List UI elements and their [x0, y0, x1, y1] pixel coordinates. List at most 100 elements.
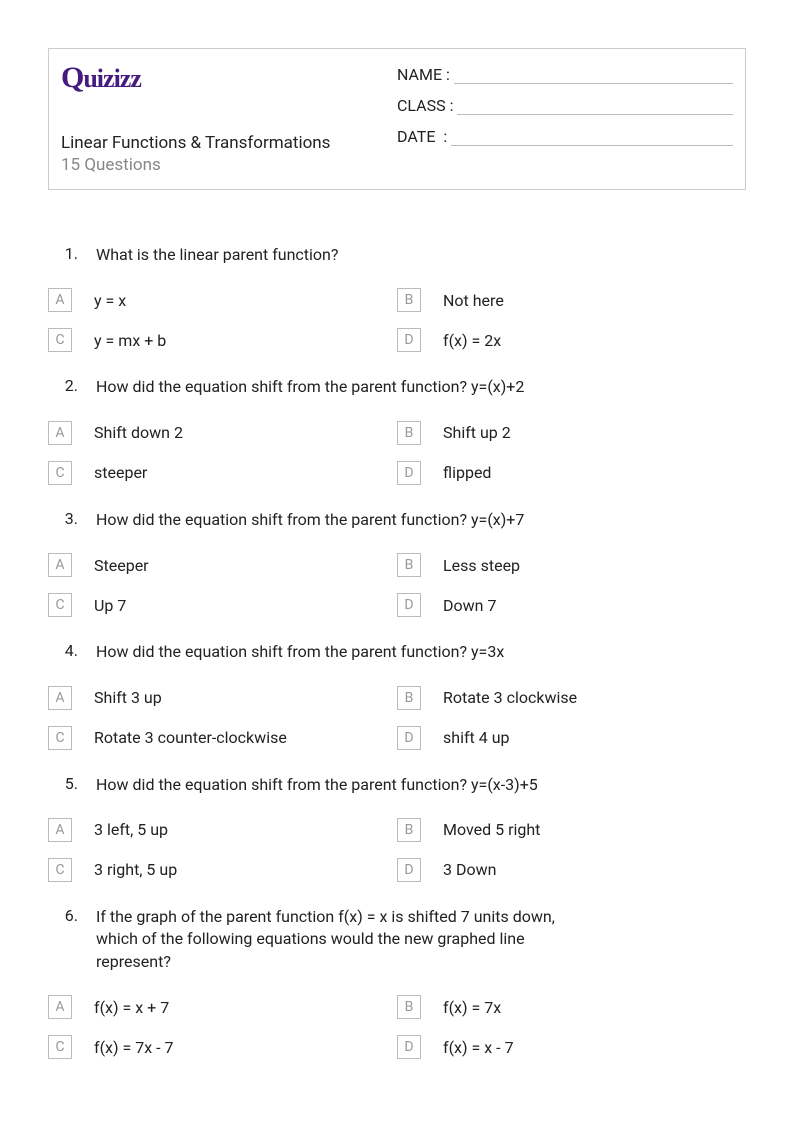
- answers: A Shift 3 up BRotate 3 clockwise C Rotate …: [48, 686, 746, 750]
- quiz-title: Linear Functions & Transformations: [61, 133, 397, 153]
- question-3: 3. How did the equation shift from the p…: [48, 509, 746, 617]
- answer-c[interactable]: C Up 7: [48, 593, 397, 617]
- answer-c[interactable]: C Rotate 3 counter-clockwise: [48, 726, 397, 750]
- class-label: CLASS :: [397, 96, 453, 115]
- answer-box: D: [397, 328, 421, 352]
- answer-box: B: [397, 686, 421, 710]
- answer-b[interactable]: BShift up 2: [397, 421, 746, 445]
- question-4: 4. How did the equation shift from the p…: [48, 641, 746, 749]
- question-row: 3. How did the equation shift from the p…: [48, 509, 746, 531]
- answer-box: B: [397, 995, 421, 1019]
- answer-box: C: [48, 328, 72, 352]
- header-box: Quizizz Linear Functions & Transformatio…: [48, 48, 746, 190]
- header-right: NAME : CLASS : DATE :: [397, 61, 733, 175]
- logo-text: uizizz: [83, 64, 141, 93]
- question-number: 2.: [48, 376, 96, 398]
- answer-a[interactable]: AShift down 2: [48, 421, 397, 445]
- answer-box: C: [48, 593, 72, 617]
- answer-text: Up 7: [94, 596, 126, 615]
- questions: 1. What is the linear parent function? A…: [48, 244, 746, 1059]
- answers: A3 left, 5 up BMoved 5 right C3 right, 5…: [48, 818, 746, 882]
- answer-d[interactable]: Dshift 4 up: [397, 726, 746, 750]
- answer-text: 3 Down: [443, 860, 496, 879]
- answer-b[interactable]: BMoved 5 right: [397, 818, 746, 842]
- question-text: How did the equation shift from the pare…: [96, 509, 524, 531]
- answer-text: Down 7: [443, 596, 496, 615]
- answer-c[interactable]: Cy = mx + b: [48, 328, 397, 352]
- answer-text: f(x) = 7x: [443, 998, 501, 1017]
- question-row: 4. How did the equation shift from the p…: [48, 641, 746, 663]
- answer-a[interactable]: A3 left, 5 up: [48, 818, 397, 842]
- answer-box: A: [48, 288, 72, 312]
- answer-text: Moved 5 right: [443, 820, 540, 839]
- answer-d[interactable]: D Down 7: [397, 593, 746, 617]
- answer-a[interactable]: Af(x) = x + 7: [48, 995, 397, 1019]
- answer-text: Shift 3 up: [94, 688, 162, 707]
- question-row: 6. If the graph of the parent function f…: [48, 906, 746, 973]
- question-6: 6. If the graph of the parent function f…: [48, 906, 746, 1059]
- answer-box: D: [397, 461, 421, 485]
- answer-box: C: [48, 726, 72, 750]
- answer-box: D: [397, 593, 421, 617]
- question-row: 1. What is the linear parent function?: [48, 244, 746, 266]
- logo: Quizizz: [61, 61, 397, 95]
- question-number: 3.: [48, 509, 96, 531]
- answer-box: C: [48, 461, 72, 485]
- answer-box: A: [48, 553, 72, 577]
- question-number: 4.: [48, 641, 96, 663]
- name-line[interactable]: [454, 66, 733, 84]
- info-row-date: DATE :: [397, 127, 733, 146]
- header-left: Quizizz Linear Functions & Transformatio…: [61, 61, 397, 175]
- answer-text: Steeper: [94, 556, 149, 575]
- answer-box: D: [397, 1035, 421, 1059]
- answer-d[interactable]: D 3 Down: [397, 858, 746, 882]
- answer-text: f(x) = x + 7: [94, 998, 169, 1017]
- answer-a[interactable]: A Steeper: [48, 553, 397, 577]
- date-line[interactable]: [451, 128, 733, 146]
- question-text: How did the equation shift from the pare…: [96, 641, 504, 663]
- answer-box: D: [397, 726, 421, 750]
- question-1: 1. What is the linear parent function? A…: [48, 244, 746, 352]
- question-5: 5. How did the equation shift from the p…: [48, 774, 746, 882]
- answer-b[interactable]: Bf(x) = 7x: [397, 995, 746, 1019]
- quiz-subtitle: 15 Questions: [61, 155, 397, 175]
- answer-c[interactable]: C3 right, 5 up: [48, 858, 397, 882]
- answer-box: C: [48, 1035, 72, 1059]
- answer-box: C: [48, 858, 72, 882]
- answer-b[interactable]: B Not here: [397, 288, 746, 312]
- answer-box: B: [397, 288, 421, 312]
- answer-c[interactable]: Csteeper: [48, 461, 397, 485]
- answer-text: flipped: [443, 463, 491, 482]
- question-text: What is the linear parent function?: [96, 244, 338, 266]
- answer-box: A: [48, 995, 72, 1019]
- answer-text: y = mx + b: [94, 331, 166, 350]
- question-number: 5.: [48, 774, 96, 796]
- answer-text: Rotate 3 counter-clockwise: [94, 728, 287, 747]
- answer-box: A: [48, 421, 72, 445]
- answer-a[interactable]: Ay = x: [48, 288, 397, 312]
- info-row-class: CLASS :: [397, 96, 733, 115]
- question-row: 5. How did the equation shift from the p…: [48, 774, 746, 796]
- answers: AShift down 2 BShift up 2 Csteeper Dflip…: [48, 421, 746, 485]
- question-text: If the graph of the parent function f(x)…: [96, 906, 566, 973]
- answer-text: f(x) = 2x: [443, 331, 501, 350]
- question-text: How did the equation shift from the pare…: [96, 774, 538, 796]
- answer-b[interactable]: BLess steep: [397, 553, 746, 577]
- answer-box: A: [48, 686, 72, 710]
- answer-text: f(x) = x - 7: [443, 1038, 514, 1057]
- answer-text: Not here: [443, 291, 504, 310]
- answer-a[interactable]: A Shift 3 up: [48, 686, 397, 710]
- answer-d[interactable]: Df(x) = x - 7: [397, 1035, 746, 1059]
- answer-box: D: [397, 858, 421, 882]
- answer-box: B: [397, 421, 421, 445]
- answer-text: shift 4 up: [443, 728, 510, 747]
- answer-d[interactable]: Df(x) = 2x: [397, 328, 746, 352]
- answer-b[interactable]: BRotate 3 clockwise: [397, 686, 746, 710]
- answer-d[interactable]: Dflipped: [397, 461, 746, 485]
- answers: Ay = x B Not here Cy = mx + b Df(x) = 2x: [48, 288, 746, 352]
- name-label: NAME :: [397, 65, 450, 84]
- answer-c[interactable]: Cf(x) = 7x - 7: [48, 1035, 397, 1059]
- answer-box: A: [48, 818, 72, 842]
- answer-text: steeper: [94, 463, 147, 482]
- class-line[interactable]: [457, 97, 733, 115]
